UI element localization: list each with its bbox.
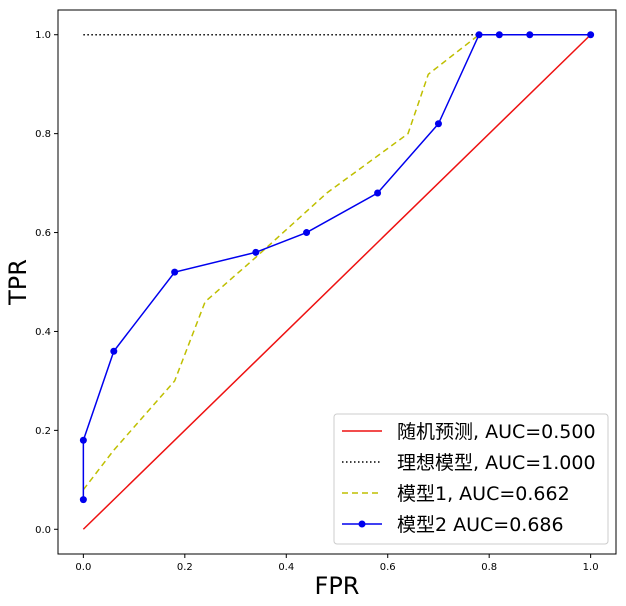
series-line-1 bbox=[82, 34, 592, 530]
x-axis-ticks: 0.0 0.2 0.4 0.6 0.8 1.0 bbox=[75, 554, 599, 573]
series-4-point bbox=[526, 31, 534, 39]
series-line-4 bbox=[82, 33, 591, 500]
series-4-point bbox=[79, 496, 87, 504]
series-4-point bbox=[475, 31, 483, 39]
series-4-point bbox=[171, 268, 179, 276]
y-axis-ticks: 0.0 0.2 0.4 0.6 0.8 1.0 bbox=[35, 30, 58, 536]
y-tick-label: 1.0 bbox=[35, 30, 51, 41]
legend-marker-4 bbox=[358, 520, 366, 528]
x-tick-label: 0.4 bbox=[278, 562, 294, 573]
legend-label-1: 随机预测, AUC=0.500 bbox=[397, 421, 596, 443]
series-4-point bbox=[495, 31, 503, 39]
y-tick-label: 0.2 bbox=[35, 426, 51, 437]
x-tick-label: 0.0 bbox=[75, 562, 91, 573]
y-tick-label: 0.4 bbox=[35, 327, 51, 338]
series-4-point bbox=[110, 347, 118, 355]
legend: 随机预测, AUC=0.500 理想模型, AUC=1.000 模型1, AUC=0… bbox=[333, 413, 609, 545]
x-tick-label: 0.2 bbox=[177, 562, 193, 573]
y-tick-label: 0.0 bbox=[35, 525, 51, 536]
series-4-point bbox=[374, 189, 382, 197]
legend-label-3: 模型1, AUC=0.662 bbox=[397, 483, 570, 505]
series-4-point bbox=[303, 229, 311, 237]
y-tick-label: 0.6 bbox=[35, 228, 51, 239]
y-tick-label: 0.8 bbox=[35, 129, 51, 140]
legend-box bbox=[333, 413, 609, 545]
x-tick-label: 1.0 bbox=[583, 562, 599, 573]
legend-label-2: 理想模型, AUC=1.000 bbox=[397, 452, 596, 474]
series-4-point bbox=[587, 31, 595, 39]
x-tick-label: 0.6 bbox=[380, 562, 396, 573]
series-4-point bbox=[79, 436, 87, 444]
series-layer bbox=[79, 31, 595, 530]
legend-label-4: 模型2 AUC=0.686 bbox=[397, 514, 564, 536]
x-axis-title: FPR bbox=[315, 572, 360, 600]
series-4-point bbox=[434, 120, 442, 128]
legend-items: 随机预测, AUC=0.500 理想模型, AUC=1.000 模型1, AUC=0… bbox=[342, 421, 596, 536]
y-axis-title: TPR bbox=[4, 259, 32, 306]
series-4-point bbox=[252, 248, 260, 256]
x-tick-label: 0.8 bbox=[481, 562, 497, 573]
